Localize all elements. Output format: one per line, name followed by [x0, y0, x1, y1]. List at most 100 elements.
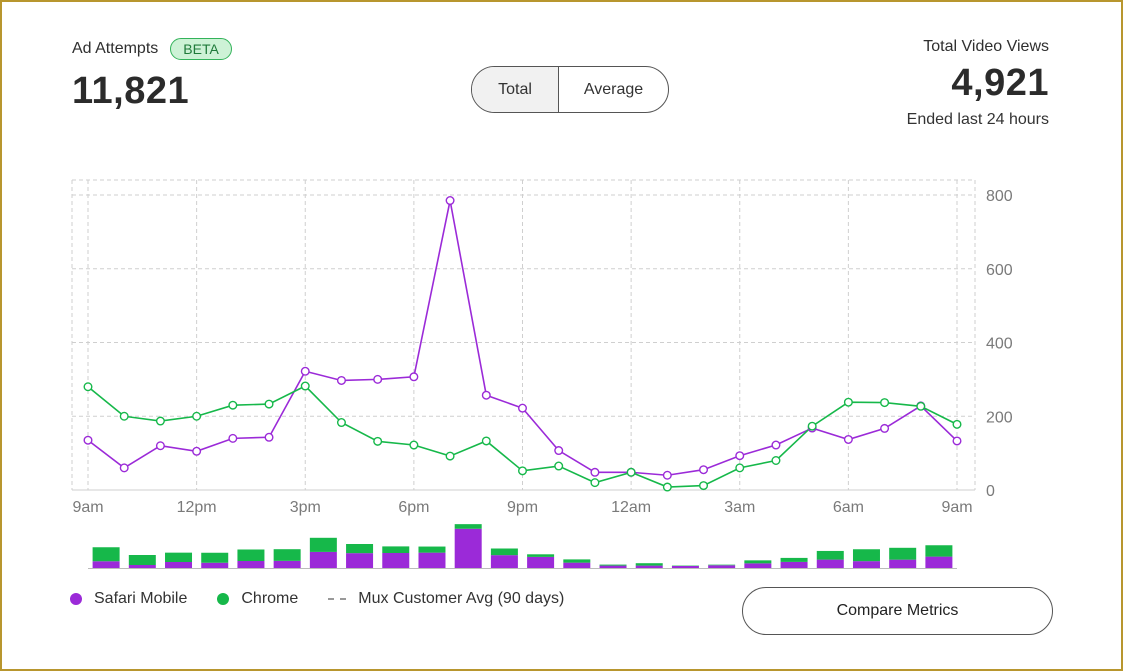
mini-bar-chrome [454, 524, 482, 529]
mini-bar-safari [671, 566, 699, 568]
series-point-1 [119, 411, 129, 421]
mini-bar-chrome [201, 552, 229, 563]
series-point-1 [880, 398, 890, 408]
mini-bar-safari [744, 563, 772, 568]
series-point-0 [735, 451, 745, 461]
mini-bar-chrome [382, 546, 410, 553]
mini-bar-safari [780, 561, 808, 568]
ad-attempts-label: Ad Attempts [72, 40, 159, 57]
mini-bar-safari [273, 560, 301, 568]
series-point-0 [843, 434, 853, 444]
series-point-1 [518, 466, 528, 476]
mini-bar-safari [563, 562, 591, 568]
series-point-0 [264, 432, 274, 442]
series-point-1 [228, 400, 238, 410]
mini-bar-chrome [816, 550, 844, 560]
series-point-0 [336, 375, 346, 385]
series-point-1 [626, 467, 636, 477]
mini-bar-chrome [599, 564, 627, 566]
ad-attempts-value: 11,821 [72, 70, 190, 112]
x-tick-label: 3am [724, 499, 755, 516]
mini-bar-chrome [128, 555, 156, 565]
mini-bar-safari [925, 556, 953, 568]
series-point-1 [735, 463, 745, 473]
mini-bar-safari [635, 565, 663, 568]
mini-bar-safari [418, 552, 446, 568]
series-point-0 [771, 440, 781, 450]
series-point-1 [699, 481, 709, 491]
mini-bar-safari [527, 556, 555, 568]
mini-bar-chrome [563, 559, 591, 563]
x-tick-label: 6am [833, 499, 864, 516]
y-tick-label: 800 [986, 188, 1013, 205]
average-toggle-button[interactable]: Average [583, 80, 644, 98]
y-tick-label: 400 [986, 336, 1013, 353]
x-tick-label: 3pm [290, 499, 321, 516]
series-point-1 [554, 461, 564, 471]
mini-bar-safari [816, 559, 844, 568]
compare-metrics-button[interactable]: Compare Metrics [742, 587, 1053, 635]
series-point-0 [590, 467, 600, 477]
series-point-0 [880, 423, 890, 433]
mini-bar-safari [128, 565, 156, 568]
mini-bar-safari [346, 553, 374, 568]
series-point-1 [771, 456, 781, 466]
series-point-0 [554, 446, 564, 456]
total-video-views-label: Total Video Views [923, 38, 1049, 55]
mini-bar-safari [382, 553, 410, 568]
x-tick-label: 12am [611, 499, 651, 516]
series-point-1 [192, 411, 202, 421]
legend-avg-label: Mux Customer Avg (90 days) [358, 590, 565, 607]
series-point-0 [119, 463, 129, 473]
mini-bar-chrome [490, 548, 518, 556]
series-point-1 [83, 382, 93, 392]
x-tick-label: 9am [941, 499, 972, 516]
y-tick-label: 600 [986, 262, 1013, 279]
safari-color-dot-icon [70, 593, 82, 605]
mini-bar-chrome [273, 549, 301, 561]
mini-bar-safari [92, 561, 120, 568]
mini-bar-chrome [92, 547, 120, 562]
series-point-1 [952, 419, 962, 429]
mini-bar-chrome [780, 557, 808, 562]
series-point-1 [409, 440, 419, 450]
mini-bar-safari [889, 559, 917, 568]
mini-bar-safari [454, 528, 482, 568]
series-point-0 [300, 366, 310, 376]
mini-bar-safari [237, 561, 265, 568]
mini-bar-chrome [527, 554, 555, 557]
series-point-1 [336, 418, 346, 428]
mini-bar-safari [165, 562, 193, 568]
mini-bar-chrome [418, 546, 446, 553]
total-video-views-metric: Total Video Views 4,921 Ended last 24 ho… [907, 38, 1049, 129]
x-tick-label: 9am [72, 499, 103, 516]
series-point-1 [373, 436, 383, 446]
mini-bar-safari [708, 565, 736, 568]
ad-attempts-metric: Ad Attempts BETA 11,821 [72, 38, 232, 113]
mini-bar-chrome [346, 544, 374, 554]
legend-safari-label: Safari Mobile [94, 590, 188, 607]
mini-bar-safari [490, 555, 518, 568]
series-point-0 [518, 403, 528, 413]
total-video-views-value: 4,921 [951, 62, 1049, 104]
y-tick-label: 200 [986, 409, 1013, 426]
time-range-label: Ended last 24 hours [906, 111, 1049, 128]
total-toggle-button[interactable]: Total [472, 67, 559, 112]
mini-bar-chrome [744, 560, 772, 564]
chrome-color-dot-icon [217, 593, 230, 605]
mini-bar-safari [201, 562, 229, 568]
series-point-1 [481, 436, 491, 446]
series-point-1 [590, 478, 600, 488]
total-average-toggle: Total Average [471, 66, 669, 113]
series-point-0 [373, 374, 383, 384]
legend-chrome: Chrome [217, 590, 298, 608]
mini-bar-chrome [309, 537, 337, 552]
mini-bar-chrome [925, 545, 953, 557]
legend-safari: Safari Mobile [70, 590, 187, 608]
series-point-0 [481, 390, 491, 400]
chart-legend: Safari Mobile Chrome Mux Customer Avg (9… [70, 590, 564, 608]
mini-bar-chrome [237, 549, 265, 561]
y-tick-label: 0 [986, 483, 995, 500]
